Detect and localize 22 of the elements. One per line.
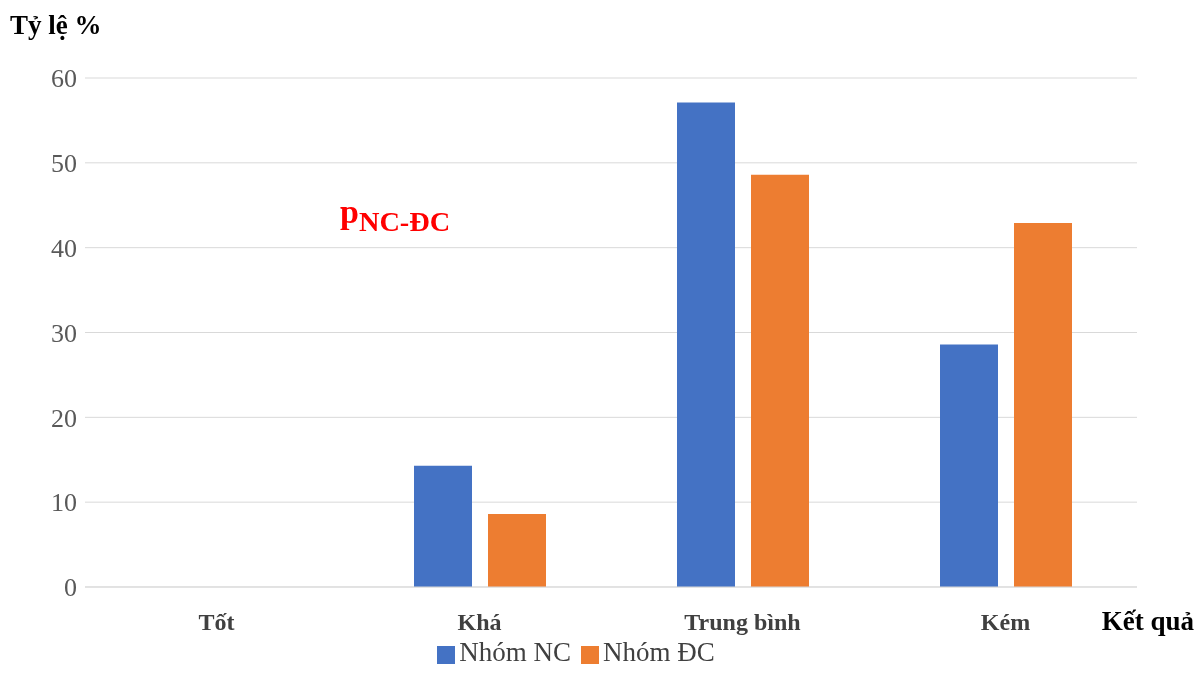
- y-tick-label: 40: [51, 233, 77, 263]
- y-tick-label: 10: [51, 488, 77, 518]
- x-tick-label: Khá: [457, 609, 502, 636]
- bar: [751, 174, 809, 587]
- x-tick-label: Trung bình: [684, 609, 801, 636]
- x-axis-title: Kết quả: [1101, 606, 1194, 637]
- bar: [677, 102, 735, 587]
- bar: [1014, 223, 1072, 587]
- annotation: p$_{NC-ĐC}$: [340, 193, 451, 238]
- bar: [940, 344, 998, 587]
- x-tick-label: Kém: [980, 609, 1031, 636]
- y-tick-label: 60: [51, 64, 77, 94]
- y-tick-label: 30: [51, 318, 77, 348]
- y-axis-title: Tỷ lệ %: [10, 10, 102, 41]
- x-tick-label: Tốt: [198, 609, 235, 636]
- bar: [488, 514, 546, 587]
- y-tick-label: 20: [51, 403, 77, 433]
- legend-label: Nhóm ĐC: [603, 637, 715, 667]
- y-tick-label: 50: [51, 149, 77, 179]
- legend-label: Nhóm NC: [459, 637, 571, 667]
- bar: [414, 465, 472, 587]
- y-tick-label: 0: [64, 573, 77, 603]
